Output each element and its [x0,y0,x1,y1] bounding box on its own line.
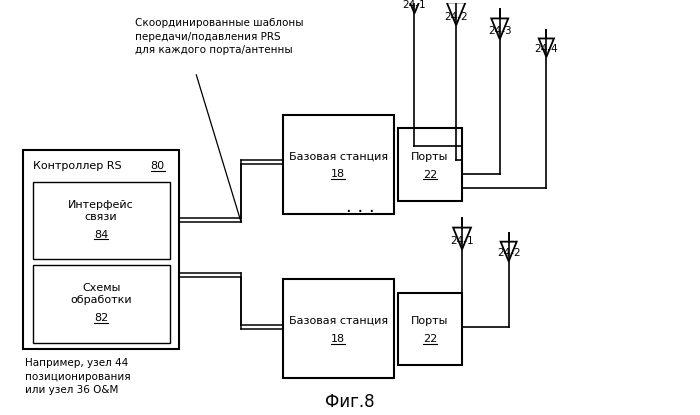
Text: 24-4: 24-4 [535,44,558,54]
Polygon shape [447,2,466,25]
Polygon shape [491,18,508,39]
Text: 24-1: 24-1 [402,0,426,10]
Text: 24-2: 24-2 [444,12,468,22]
Bar [283,279,393,378]
Bar [398,128,462,201]
Text: 24-1: 24-1 [450,237,474,247]
Text: Схемы
обработки: Схемы обработки [70,283,132,305]
Text: 80: 80 [150,161,164,171]
Text: Порты: Порты [411,316,449,326]
Text: 82: 82 [94,313,108,323]
Text: 84: 84 [94,229,108,239]
Text: 22: 22 [423,169,437,180]
Text: Скоординированные шаблоны
передачи/подавления PRS
для каждого порта/антенны: Скоординированные шаблоны передачи/подав… [135,18,303,55]
Text: 24-2: 24-2 [497,248,521,259]
Text: 18: 18 [331,169,345,179]
Bar [283,115,393,214]
Bar [23,150,179,349]
Text: 18: 18 [331,334,345,344]
Polygon shape [500,242,517,261]
Text: Контроллер RS: Контроллер RS [33,161,121,171]
Polygon shape [539,39,554,57]
Text: Базовая станция: Базовая станция [288,151,388,161]
Text: 22: 22 [423,334,437,344]
Bar [33,182,169,259]
Text: Фиг.8: Фиг.8 [326,393,374,411]
Text: 24-3: 24-3 [488,26,512,36]
Text: Порты: Порты [411,151,449,162]
Bar [398,293,462,366]
Text: Интерфейс
связи: Интерфейс связи [68,200,134,222]
Text: Например, узел 44
позиционирования
или узел 36 O&M: Например, узел 44 позиционирования или у… [25,359,130,395]
Bar [33,265,169,343]
Polygon shape [453,227,471,249]
Polygon shape [404,0,425,13]
Text: . . .: . . . [346,198,375,216]
Text: Базовая станция: Базовая станция [288,316,388,326]
